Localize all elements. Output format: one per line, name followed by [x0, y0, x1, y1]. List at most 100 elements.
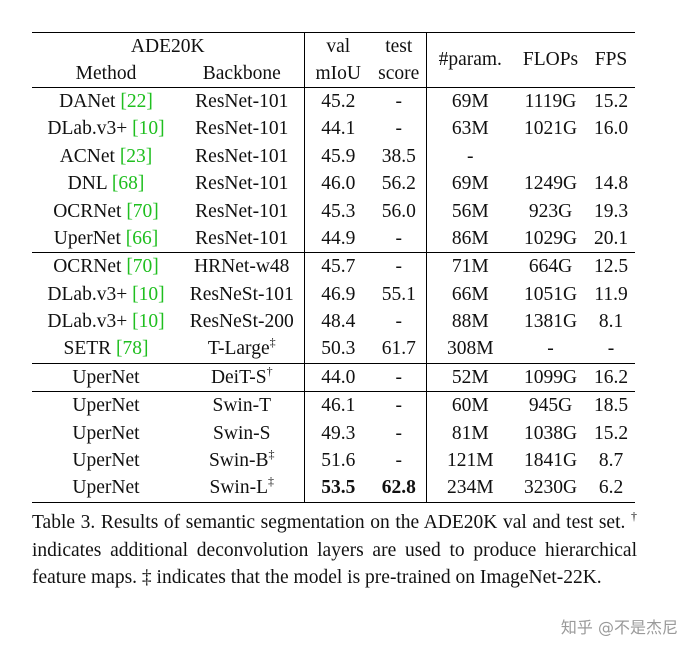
watermark: 知乎 @不是杰尼 [560, 618, 678, 637]
test-score-cell: - [372, 391, 426, 420]
backbone-cell: ResNeSt-101 [180, 281, 304, 308]
citation-link[interactable]: [68] [111, 173, 145, 195]
val-miou-cell-text: 49.3 [321, 422, 356, 444]
param-cell: 86M [425, 224, 514, 253]
table-row: DLab.v3+ [10] ResNeSt-101 46.9 55.1 66M 1051G… [32, 280, 635, 309]
flops-cell: 1099G [514, 362, 587, 392]
backbone-cell: DeiT-S† [180, 362, 304, 392]
method-cell-text: DLab.v3+ [47, 283, 128, 305]
fps-cell: 19.3 [587, 198, 635, 225]
test-score-cell: 56.0 [372, 198, 426, 225]
fps-cell-text: 19.3 [593, 200, 629, 222]
citation-link[interactable]: [23] [119, 145, 153, 167]
val-miou-cell-text: 44.0 [321, 366, 356, 388]
backbone-cell: Swin-S [180, 420, 304, 447]
method-cell-text: DLab.v3+ [47, 118, 128, 140]
fps-cell: 6.2 [587, 474, 635, 503]
flops-cell-text: 3230G [523, 477, 578, 499]
table-row: DNL [68] ResNet-101 46.0 56.2 69M 1249G 14.8 [32, 170, 635, 198]
citation-link[interactable]: [66] [125, 227, 159, 249]
method-cell-text: DNL [67, 173, 107, 195]
method-cell-text: UperNet [72, 450, 140, 472]
backbone-cell-text: ResNet-101 [195, 90, 289, 112]
method-cell: UperNet [32, 362, 180, 392]
method-cell: DANet [22] [32, 87, 180, 116]
val-miou-cell: 53.5 [303, 474, 372, 503]
method-cell-text: UperNet [72, 477, 140, 499]
citation-link[interactable]: [22] [120, 90, 153, 112]
method-cell: UperNet [32, 420, 180, 447]
fps-cell: 20.1 [587, 225, 635, 253]
backbone-cell: ResNet-101 [180, 87, 304, 116]
flops-cell-text: 1029G [523, 227, 578, 249]
citation-link[interactable]: [10] [132, 311, 165, 333]
backbone-cell-text: Swin-T [212, 395, 272, 417]
param-cell-text: 63M [451, 118, 489, 140]
method-cell-text: UperNet [72, 422, 140, 444]
fps-cell: - [587, 336, 635, 364]
backbone-footnote-mark: ‡ [268, 474, 274, 489]
table-row: UperNet Swin-S 49.3 - 81M 1038G 15.2 [32, 419, 635, 448]
fps-cell: 15.2 [587, 87, 635, 116]
param-cell-text: - [467, 145, 474, 167]
test-score-cell: - [372, 87, 426, 116]
flops-cell [514, 143, 587, 170]
fps-cell-text: 12.5 [593, 256, 629, 278]
backbone-footnote-mark: † [266, 363, 273, 378]
backbone-cell-text: ResNet-101 [195, 227, 289, 249]
method-cell-text: UperNet [53, 227, 121, 249]
flops-cell-text: 1021G [523, 118, 578, 140]
citation-link[interactable]: [10] [132, 283, 165, 305]
test-score-cell: - [372, 252, 426, 281]
param-cell: 88M [425, 308, 514, 336]
fps-cell-text: 18.5 [593, 395, 629, 417]
backbone-cell: ResNeSt-200 [180, 308, 304, 335]
test-score-cell: 38.5 [372, 143, 426, 170]
backbone-cell-text: HRNet-w48 [194, 256, 290, 278]
test-score-cell-text: - [395, 227, 403, 249]
table-row: UperNet Swin-B‡ 51.6 - 121M 1841G 8.7 [32, 447, 635, 475]
flops-cell: 3230G [514, 474, 587, 503]
test-score-cell: 55.1 [372, 281, 426, 308]
method-header: Method [75, 62, 137, 84]
citation-link[interactable]: [10] [132, 118, 165, 140]
param-cell: 56M [425, 197, 514, 225]
caption-part2: indicates additional deconvolution layer… [32, 539, 637, 589]
fps-cell [587, 143, 635, 170]
param-cell-text: 52M [451, 366, 489, 388]
flops-cell: 923G [514, 198, 587, 225]
flops-cell-text: 664G [528, 256, 573, 278]
table-caption: Table 3. Results of semantic segmentatio… [32, 509, 637, 592]
test-score-cell: 61.7 [372, 336, 426, 364]
param-cell: 69M [425, 87, 514, 116]
method-cell: DLab.v3+ [10] [32, 281, 180, 308]
param-cell: 121M [425, 447, 514, 475]
citation-link[interactable]: [70] [126, 200, 159, 222]
citation-link[interactable]: [78] [116, 338, 149, 360]
flops-cell: 1841G [514, 447, 587, 474]
citation-link[interactable]: [70] [126, 256, 159, 278]
val-miou-cell-text: 51.6 [321, 450, 356, 472]
table-row: OCRNet [70] ResNet-101 45.3 56.0 56M 923G 19.3 [32, 197, 635, 225]
method-cell-text: OCRNet [53, 200, 122, 222]
param-cell: - [425, 142, 514, 171]
backbone-cell-text: Swin-S [213, 422, 271, 444]
backbone-cell-text: ResNet-101 [195, 200, 289, 222]
results-body: DANet [22] ResNet-101 45.2 - 69M 1119G 15.2 DLa… [32, 87, 635, 503]
method-cell-text: SETR [63, 338, 112, 360]
table-row: UperNet DeiT-S† 44.0 - 52M 1099G 16.2 [32, 362, 635, 392]
test-score-cell: 56.2 [372, 170, 426, 197]
val-miou-cell: 46.1 [303, 391, 372, 420]
method-cell: UperNet [32, 447, 180, 474]
flops-cell-text: 1051G [523, 283, 578, 305]
fps-cell-text: 15.2 [593, 422, 629, 444]
fps-cell: 11.9 [587, 281, 635, 308]
backbone-cell: ResNet-101 [180, 143, 304, 170]
test-score-cell: - [372, 420, 426, 447]
method-cell-text: DLab.v3+ [47, 311, 128, 333]
param-cell-text: 56M [451, 200, 489, 222]
flops-cell-text: 1099G [523, 366, 578, 388]
test-score-cell-text: 56.0 [381, 200, 416, 222]
param-cell: 308M [425, 335, 514, 364]
flops-cell: 664G [514, 252, 587, 281]
